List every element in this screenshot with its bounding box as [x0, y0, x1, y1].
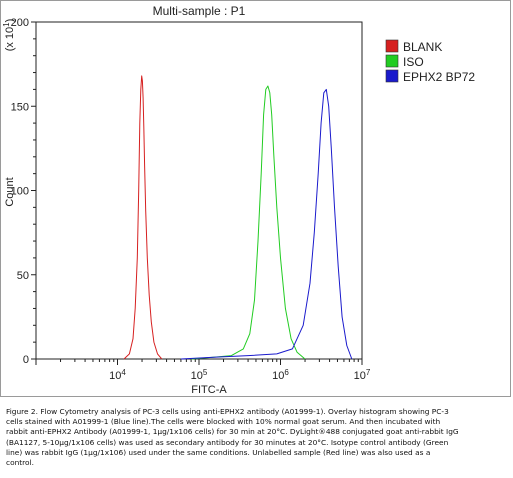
x-ticks: 104 105 106 107 — [35, 359, 371, 383]
histogram-chart: Multi-sample : P1 (x 101) Count FITC-A 0… — [2, 4, 476, 396]
x-tick-label: 105 — [191, 368, 208, 383]
caption-line: control. — [6, 458, 34, 468]
y-tick-label: 200 — [11, 17, 29, 29]
chart-title: Multi-sample : P1 — [153, 4, 246, 18]
histogram-curves — [123, 75, 353, 360]
caption-line: cells stained with A01999-1 (Blue line).… — [6, 417, 441, 427]
plot-frame — [0, 0, 511, 397]
figure-caption: Figure 2. Flow Cytometry analysis of PC-… — [6, 407, 506, 468]
series-iso-curve — [191, 85, 306, 360]
x-tick-label: 104 — [109, 368, 126, 383]
series-blank-curve — [123, 75, 163, 360]
y-axis-label: Count — [4, 177, 16, 206]
caption-line: Figure 2. Flow Cytometry analysis of PC-… — [6, 407, 449, 416]
legend-label: EPHX2 BP72 — [403, 70, 475, 84]
y-tick-label: 150 — [11, 101, 29, 113]
x-tick-label: 106 — [272, 368, 289, 383]
series-ephx2-bp72-curve — [180, 88, 353, 360]
legend-label: BLANK — [403, 40, 442, 54]
legend-swatch — [385, 69, 399, 83]
x-axis-label: FITC-A — [191, 384, 227, 396]
plot-area — [35, 21, 363, 360]
y-axis-multiplier: (x 101) — [2, 19, 17, 52]
y-tick-label: 50 — [17, 270, 29, 282]
y-tick-label: 0 — [23, 354, 29, 366]
x-tick-label: 107 — [354, 368, 371, 383]
y-tick-label: 100 — [11, 186, 29, 198]
caption-line: line) was rabbit IgG (1µg/1x106) used un… — [6, 447, 431, 457]
y-ticks: 0 50 100 150 200 — [11, 17, 36, 366]
legend-swatch — [385, 39, 399, 53]
legend-swatch — [385, 54, 399, 68]
legend-label: ISO — [403, 55, 424, 69]
caption-line: rabbit anti-EPHX2 Antibody (A01999-1, 1µ… — [6, 427, 459, 437]
caption-line: (BA1127, 5-10µg/1x106 cells) was used as… — [6, 437, 449, 447]
